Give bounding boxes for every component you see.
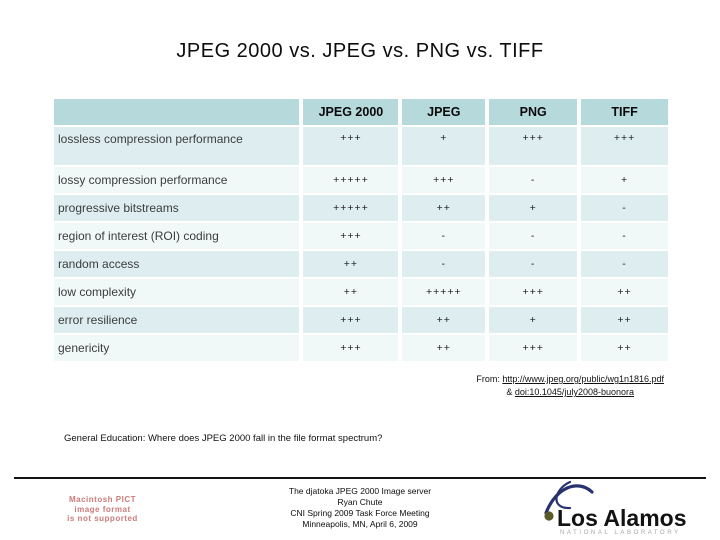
cell-value: ++ bbox=[581, 335, 668, 361]
source-citation: From: http://www.jpeg.org/public/wg1n181… bbox=[476, 373, 664, 399]
cell-value: - bbox=[581, 223, 668, 249]
cell-value: - bbox=[489, 223, 578, 249]
cell-value: + bbox=[489, 195, 578, 221]
cell-value: - bbox=[581, 251, 668, 277]
source-line-2: & doi:10.1045/july2008-buonora bbox=[476, 386, 664, 399]
cell-value: +++ bbox=[303, 335, 399, 361]
table-row: lossy compression performance +++++ +++ … bbox=[54, 167, 668, 193]
cell-value: +++ bbox=[303, 127, 399, 165]
table-row: random access ++ - - - bbox=[54, 251, 668, 277]
cell-value: +++++ bbox=[402, 279, 486, 305]
row-label: progressive bitstreams bbox=[54, 195, 300, 221]
los-alamos-logo: Los Alamos NATIONAL LABORATORY bbox=[540, 479, 690, 537]
cell-value: ++ bbox=[581, 279, 668, 305]
cell-value: +++ bbox=[489, 279, 578, 305]
column-header-jpeg: JPEG bbox=[402, 99, 486, 125]
cell-value: - bbox=[581, 195, 668, 221]
cell-value: - bbox=[402, 223, 486, 249]
row-label: region of interest (ROI) coding bbox=[54, 223, 300, 249]
cell-value: - bbox=[489, 167, 578, 193]
row-label: low complexity bbox=[54, 279, 300, 305]
cell-value: - bbox=[489, 251, 578, 277]
cell-value: +++ bbox=[303, 307, 399, 333]
row-label: lossy compression performance bbox=[54, 167, 300, 193]
cell-value: +++ bbox=[581, 127, 668, 165]
source-ampersand: & bbox=[506, 387, 515, 397]
cell-value: + bbox=[581, 167, 668, 193]
general-education-note: General Education: Where does JPEG 2000 … bbox=[64, 433, 383, 444]
cell-value: +++++ bbox=[303, 195, 399, 221]
table-row: genericity +++ ++ +++ ++ bbox=[54, 335, 668, 361]
row-label: error resilience bbox=[54, 307, 300, 333]
cell-value: + bbox=[402, 127, 486, 165]
cell-value: - bbox=[402, 251, 486, 277]
row-label: random access bbox=[54, 251, 300, 277]
source-line-1: From: http://www.jpeg.org/public/wg1n181… bbox=[476, 373, 664, 386]
logo-subtitle: NATIONAL LABORATORY bbox=[560, 530, 681, 536]
cell-value: ++ bbox=[303, 251, 399, 277]
cell-value: + bbox=[489, 307, 578, 333]
source-link-wg1n1816[interactable]: http://www.jpeg.org/public/wg1n1816.pdf bbox=[502, 374, 664, 384]
cell-value: +++ bbox=[489, 127, 578, 165]
table-row: progressive bitstreams +++++ ++ + - bbox=[54, 195, 668, 221]
source-link-doi[interactable]: doi:10.1045/july2008-buonora bbox=[514, 387, 634, 397]
table-row: low complexity ++ +++++ +++ ++ bbox=[54, 279, 668, 305]
cell-value: +++ bbox=[402, 167, 486, 193]
cell-value: +++++ bbox=[303, 167, 399, 193]
table-header-row: JPEG 2000 JPEG PNG TIFF bbox=[54, 99, 668, 125]
cell-value: ++ bbox=[402, 335, 486, 361]
cell-value: ++ bbox=[402, 195, 486, 221]
cell-value: ++ bbox=[303, 279, 399, 305]
cell-value: +++ bbox=[303, 223, 399, 249]
row-label: genericity bbox=[54, 335, 300, 361]
comparison-table: JPEG 2000 JPEG PNG TIFF lossless compres… bbox=[50, 97, 672, 363]
column-header-png: PNG bbox=[489, 99, 578, 125]
page-title: JPEG 2000 vs. JPEG vs. PNG vs. TIFF bbox=[176, 40, 544, 62]
table-row: error resilience +++ ++ + ++ bbox=[54, 307, 668, 333]
source-prefix: From: bbox=[476, 374, 503, 384]
table-row: region of interest (ROI) coding +++ - - … bbox=[54, 223, 668, 249]
cell-value: ++ bbox=[581, 307, 668, 333]
cell-value: +++ bbox=[489, 335, 578, 361]
column-header-empty bbox=[54, 99, 300, 125]
footer-credits: The djatoka JPEG 2000 Image server Ryan … bbox=[288, 486, 432, 529]
column-header-jpeg2000: JPEG 2000 bbox=[303, 99, 399, 125]
cell-value: ++ bbox=[402, 307, 486, 333]
table-row: lossless compression performance +++ + +… bbox=[54, 127, 668, 165]
column-header-tiff: TIFF bbox=[581, 99, 668, 125]
atom-icon bbox=[544, 480, 594, 521]
row-label: lossless compression performance bbox=[54, 127, 300, 165]
pict-placeholder: Macintosh PICT image format is not suppo… bbox=[67, 495, 138, 523]
footer-divider bbox=[14, 477, 706, 479]
logo-wordmark: Los Alamos bbox=[557, 505, 687, 531]
